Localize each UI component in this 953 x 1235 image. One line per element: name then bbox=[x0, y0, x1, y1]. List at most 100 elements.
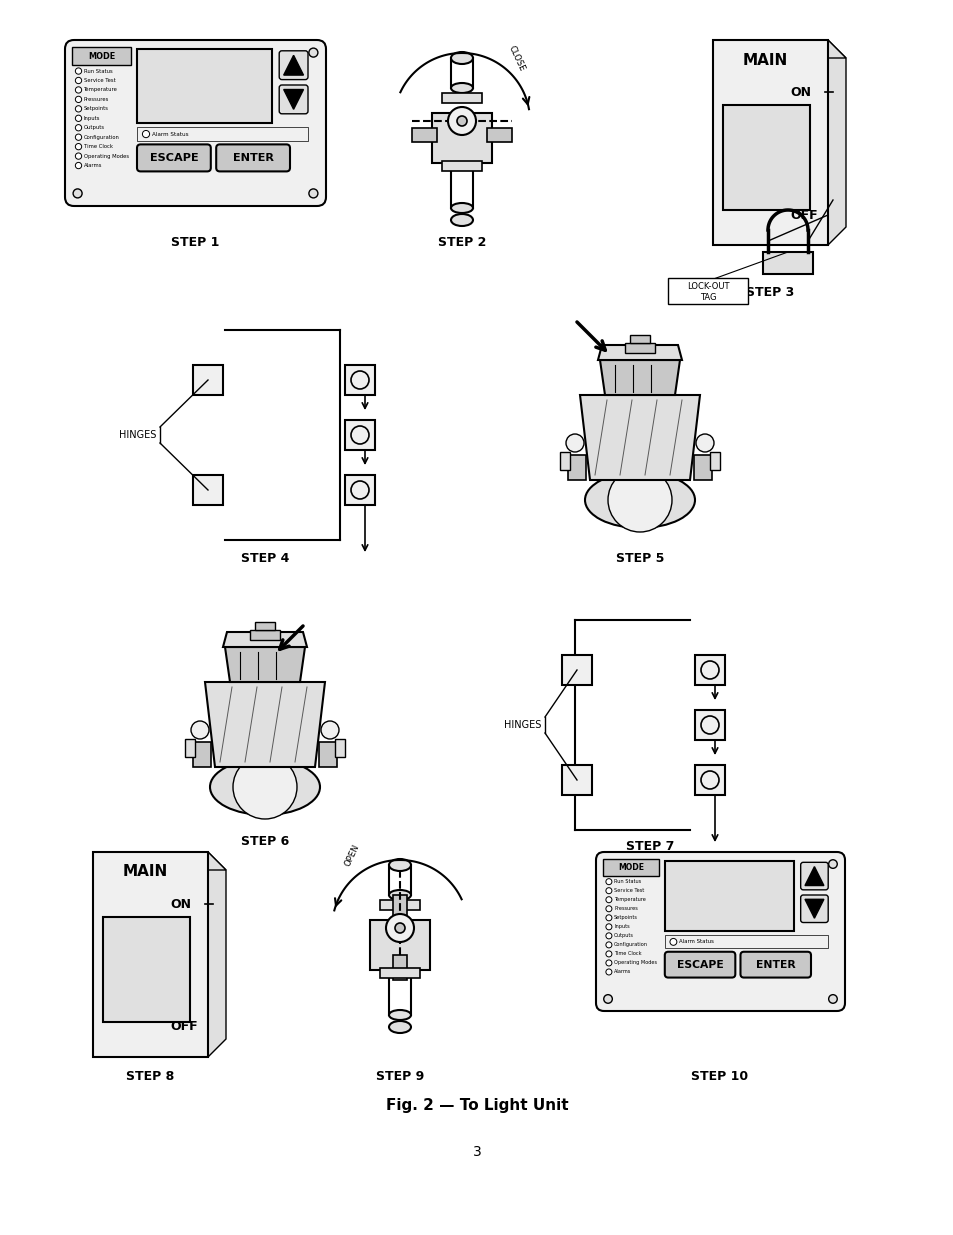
Bar bbox=[722, 105, 809, 210]
FancyBboxPatch shape bbox=[216, 144, 290, 172]
Polygon shape bbox=[599, 359, 679, 395]
Bar bbox=[92, 852, 208, 1057]
Bar bbox=[412, 128, 436, 142]
FancyBboxPatch shape bbox=[664, 952, 735, 978]
Circle shape bbox=[309, 189, 317, 198]
Bar bbox=[667, 278, 747, 304]
Polygon shape bbox=[225, 647, 305, 682]
Bar bbox=[250, 630, 280, 640]
Text: TAG: TAG bbox=[699, 293, 716, 301]
Text: Configuration: Configuration bbox=[614, 942, 647, 947]
Circle shape bbox=[320, 721, 338, 739]
Text: STEP 4: STEP 4 bbox=[240, 552, 289, 564]
Circle shape bbox=[828, 994, 837, 1003]
Polygon shape bbox=[283, 56, 303, 75]
Text: Outputs: Outputs bbox=[84, 125, 105, 130]
Circle shape bbox=[75, 135, 82, 141]
Circle shape bbox=[75, 68, 82, 74]
FancyBboxPatch shape bbox=[800, 862, 827, 890]
Text: STEP 10: STEP 10 bbox=[691, 1070, 748, 1083]
Bar bbox=[193, 742, 211, 767]
Text: Outputs: Outputs bbox=[614, 934, 634, 939]
Text: Time Clock: Time Clock bbox=[84, 144, 112, 149]
Text: ENTER: ENTER bbox=[233, 153, 274, 163]
Bar bbox=[629, 335, 649, 343]
Bar bbox=[137, 49, 272, 122]
Bar bbox=[664, 935, 827, 948]
Bar bbox=[370, 920, 430, 969]
Circle shape bbox=[605, 942, 611, 948]
Circle shape bbox=[605, 915, 611, 921]
Text: Alarm Status: Alarm Status bbox=[679, 940, 714, 945]
Text: STEP 8: STEP 8 bbox=[126, 1070, 174, 1083]
Circle shape bbox=[395, 923, 405, 932]
Bar bbox=[695, 655, 724, 685]
Text: Service Test: Service Test bbox=[84, 78, 115, 83]
Circle shape bbox=[73, 189, 82, 198]
Text: Service Test: Service Test bbox=[614, 888, 643, 893]
Bar bbox=[345, 475, 375, 505]
Circle shape bbox=[351, 426, 369, 445]
Text: Temperature: Temperature bbox=[84, 88, 117, 93]
Bar bbox=[664, 861, 793, 931]
FancyBboxPatch shape bbox=[800, 895, 827, 923]
Circle shape bbox=[73, 48, 82, 57]
Ellipse shape bbox=[451, 52, 473, 64]
Ellipse shape bbox=[210, 760, 319, 815]
Text: Alarm Status: Alarm Status bbox=[152, 132, 189, 137]
Bar bbox=[709, 452, 720, 471]
Text: MAIN: MAIN bbox=[122, 864, 168, 879]
Bar bbox=[193, 475, 223, 505]
Circle shape bbox=[142, 131, 150, 137]
Text: MODE: MODE bbox=[88, 52, 115, 61]
Text: Temperature: Temperature bbox=[614, 898, 645, 903]
Bar bbox=[559, 452, 569, 471]
Text: OFF: OFF bbox=[789, 209, 817, 221]
Bar bbox=[441, 161, 481, 170]
Circle shape bbox=[828, 860, 837, 868]
Ellipse shape bbox=[451, 83, 473, 93]
Bar bbox=[695, 764, 724, 795]
Text: Run Status: Run Status bbox=[614, 879, 640, 884]
Bar bbox=[103, 918, 190, 1023]
Text: OPEN: OPEN bbox=[343, 844, 360, 868]
Circle shape bbox=[605, 932, 611, 939]
Bar bbox=[335, 739, 345, 757]
FancyBboxPatch shape bbox=[65, 40, 326, 206]
Bar bbox=[345, 366, 375, 395]
Circle shape bbox=[605, 905, 611, 911]
Text: Setpoints: Setpoints bbox=[614, 915, 638, 920]
Text: ENTER: ENTER bbox=[755, 960, 795, 969]
Bar bbox=[561, 764, 592, 795]
Circle shape bbox=[700, 661, 719, 679]
Circle shape bbox=[75, 143, 82, 149]
Circle shape bbox=[605, 924, 611, 930]
Ellipse shape bbox=[389, 860, 411, 871]
Circle shape bbox=[75, 106, 82, 112]
Circle shape bbox=[309, 48, 317, 57]
Text: Run Status: Run Status bbox=[84, 69, 112, 74]
Text: STEP 9: STEP 9 bbox=[375, 1070, 424, 1083]
Circle shape bbox=[351, 370, 369, 389]
Text: LOCK-OUT: LOCK-OUT bbox=[686, 282, 728, 290]
Circle shape bbox=[603, 994, 612, 1003]
Bar bbox=[693, 454, 711, 480]
Text: MODE: MODE bbox=[618, 863, 643, 872]
Text: Configuration: Configuration bbox=[84, 135, 120, 140]
Text: STEP 7: STEP 7 bbox=[625, 840, 674, 853]
Circle shape bbox=[75, 96, 82, 103]
Text: Operating Modes: Operating Modes bbox=[614, 961, 657, 966]
Polygon shape bbox=[598, 345, 681, 359]
Text: Inputs: Inputs bbox=[84, 116, 100, 121]
Text: Inputs: Inputs bbox=[614, 924, 629, 929]
Bar bbox=[602, 858, 659, 876]
Circle shape bbox=[605, 951, 611, 957]
Polygon shape bbox=[283, 89, 303, 110]
Polygon shape bbox=[712, 40, 845, 58]
Bar bbox=[695, 710, 724, 740]
Ellipse shape bbox=[584, 472, 695, 529]
Circle shape bbox=[700, 771, 719, 789]
Text: Fig. 2 — To Light Unit: Fig. 2 — To Light Unit bbox=[385, 1098, 568, 1113]
Circle shape bbox=[669, 939, 676, 945]
Bar bbox=[72, 47, 131, 65]
